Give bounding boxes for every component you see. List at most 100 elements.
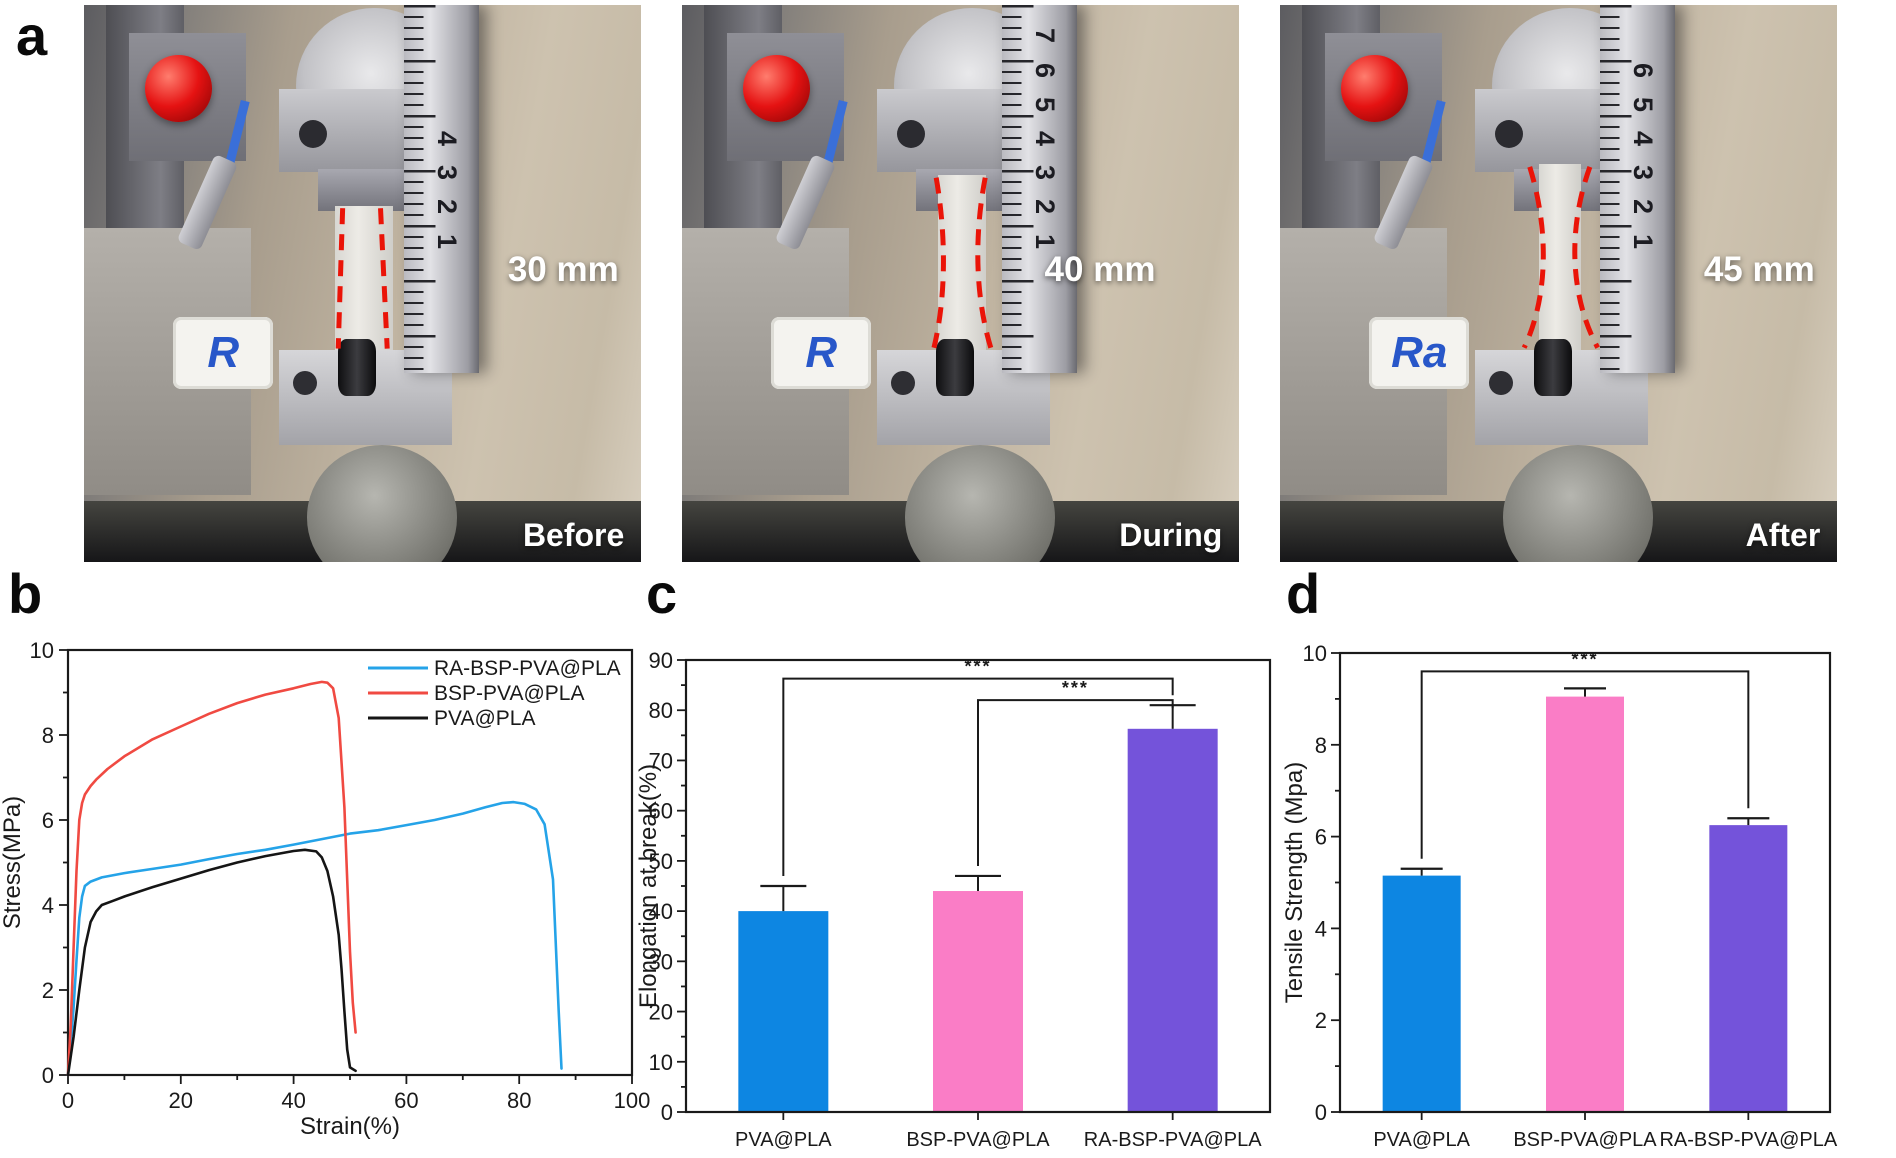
- ruler-number: 3: [1627, 165, 1658, 181]
- svg-text:40: 40: [281, 1088, 305, 1113]
- gauge-length-label: 45 mm: [1703, 250, 1815, 290]
- photo-before: 4 3 2 1 R 30 mm Before: [84, 5, 641, 562]
- svg-text:60: 60: [394, 1088, 418, 1113]
- svg-text:10: 10: [1303, 641, 1327, 666]
- svg-text:100: 100: [614, 1088, 651, 1113]
- svg-text:PVA@PLA: PVA@PLA: [1373, 1129, 1470, 1151]
- svg-text:60: 60: [649, 799, 673, 824]
- bolt-icon: [1494, 120, 1524, 149]
- svg-text:BSP-PVA@PLA: BSP-PVA@PLA: [434, 682, 585, 705]
- dash-line: [978, 178, 991, 348]
- dash-line: [934, 178, 943, 348]
- lower-cylinder: [1502, 445, 1654, 562]
- panel-label-d: d: [1286, 562, 1321, 625]
- svg-text:0: 0: [42, 1063, 54, 1088]
- ruler: 7 6 5 4 3 2 1: [1002, 5, 1078, 373]
- ruler: 6 5 4 3 2 1: [1600, 5, 1676, 373]
- ruler-number: 1: [431, 233, 462, 249]
- dash-line: [380, 208, 387, 348]
- bolt-hole-icon: [890, 371, 915, 396]
- stage-caption: During: [1119, 516, 1223, 553]
- svg-text:***: ***: [1062, 678, 1089, 698]
- ruler-number: 4: [431, 130, 462, 147]
- svg-text:30: 30: [649, 949, 673, 974]
- machine-logo: R: [173, 316, 274, 390]
- svg-text:80: 80: [507, 1088, 531, 1113]
- svg-text:***: ***: [964, 657, 991, 677]
- lower-grip: [278, 338, 452, 446]
- bolt-hole-icon: [292, 371, 317, 396]
- logo-text: Ra: [1391, 328, 1448, 378]
- svg-text:20: 20: [649, 1000, 673, 1025]
- bolt-icon: [896, 120, 926, 149]
- lower-cylinder: [306, 445, 458, 562]
- svg-text:50: 50: [649, 849, 673, 874]
- svg-text:4: 4: [42, 893, 54, 918]
- svg-text:10: 10: [649, 1050, 673, 1075]
- ruler-ticks: [404, 5, 480, 373]
- svg-text:6: 6: [1315, 825, 1327, 850]
- machine-logo: Ra: [1369, 316, 1470, 390]
- svg-text:8: 8: [42, 723, 54, 748]
- svg-text:4: 4: [1315, 916, 1327, 941]
- specimen-outline-dashes: [905, 175, 1016, 350]
- svg-text:40: 40: [649, 899, 673, 924]
- ruler-ticks: [1002, 5, 1078, 373]
- svg-text:BSP-PVA@PLA: BSP-PVA@PLA: [1513, 1129, 1657, 1151]
- emergency-stop-button: [743, 55, 811, 122]
- svg-text:PVA@PLA: PVA@PLA: [434, 707, 535, 730]
- gauge-length-label: 30 mm: [507, 250, 619, 290]
- svg-text:Tensile Strength (Mpa): Tensile Strength (Mpa): [1281, 762, 1308, 1003]
- ruler-ticks: [1600, 5, 1676, 373]
- ruler-number: 4: [1627, 130, 1658, 147]
- svg-text:0: 0: [1315, 1100, 1327, 1125]
- svg-text:80: 80: [649, 698, 673, 723]
- photo-after: 6 5 4 3 2 1 Ra 45 mm After: [1280, 5, 1837, 562]
- svg-text:Strain(%): Strain(%): [300, 1113, 400, 1140]
- svg-text:RA-BSP-PVA@PLA: RA-BSP-PVA@PLA: [1659, 1129, 1837, 1151]
- panel-label-a: a: [16, 4, 48, 67]
- bolt-icon: [935, 338, 974, 396]
- tensile-strength-bar-chart: 0 2 4 6 8 10 PVA@PLA BSP-PVA@PLA RA-BSP-PVA@PLA T…: [1281, 641, 1838, 1151]
- test-specimen: [334, 205, 394, 351]
- bolt-hole-icon: [1488, 371, 1513, 396]
- emergency-stop-button: [1341, 55, 1409, 122]
- bolt-icon: [1533, 338, 1572, 396]
- svg-text:10: 10: [30, 638, 54, 663]
- bolt-icon: [337, 338, 376, 396]
- ruler-number: 2: [1627, 199, 1658, 215]
- stage-caption: Before: [522, 516, 625, 553]
- specimen-outline-dashes: [307, 206, 418, 351]
- svg-text:0: 0: [661, 1100, 673, 1125]
- panel-label-c: c: [646, 562, 678, 625]
- svg-text:Stress(MPa): Stress(MPa): [0, 796, 26, 929]
- elongation-bar-chart: 0 10 20 30 40 50 60 70 80 90 PVA@PLA BSP-PVA@PLA RA-…: [635, 648, 1272, 1151]
- ruler: 4 3 2 1: [404, 5, 480, 373]
- logo-text: R: [805, 328, 838, 378]
- bolt-icon: [298, 120, 328, 149]
- logo-text: R: [207, 328, 240, 378]
- ruler-number: 2: [1029, 199, 1060, 215]
- lower-cylinder: [904, 445, 1056, 562]
- ruler-number: 6: [1627, 62, 1658, 78]
- svg-text:2: 2: [42, 978, 54, 1003]
- specimen-outline-dashes: [1503, 164, 1614, 351]
- stress-strain-line-chart: 0 20 40 60 80 100 0 2 4 6 8 10 Strain(%) Stress(MPa) R…: [0, 638, 650, 1140]
- panel-label-b: b: [8, 562, 43, 625]
- svg-text:70: 70: [649, 748, 673, 773]
- svg-text:90: 90: [649, 648, 673, 673]
- ruler-number: 7: [1029, 28, 1060, 44]
- svg-text:0: 0: [62, 1088, 74, 1113]
- emergency-stop-button: [145, 55, 213, 122]
- gauge-length-label: 40 mm: [1044, 250, 1156, 290]
- stage-caption: After: [1745, 516, 1821, 553]
- dash-line: [338, 208, 342, 348]
- svg-text:6: 6: [42, 808, 54, 833]
- machine-logo: R: [771, 316, 872, 390]
- ruler-number: 5: [1627, 96, 1658, 112]
- svg-text:RA-BSP-PVA@PLA: RA-BSP-PVA@PLA: [1084, 1129, 1262, 1151]
- ruler-number: 2: [431, 199, 462, 215]
- ruler-number: 5: [1029, 96, 1060, 112]
- ruler-number: 4: [1029, 130, 1060, 147]
